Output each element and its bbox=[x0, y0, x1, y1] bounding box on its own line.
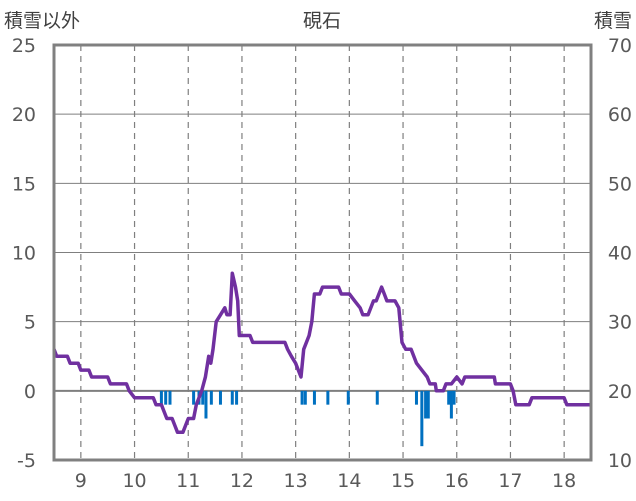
y-right-tick-label: 60 bbox=[608, 104, 632, 126]
y-left-tick-label: 5 bbox=[24, 312, 36, 334]
y-right-tick-label: 30 bbox=[608, 312, 632, 334]
left-axis-label: 積雪以外 bbox=[4, 10, 80, 32]
y-right-tick-label: 70 bbox=[608, 35, 632, 57]
plot-frame bbox=[52, 43, 593, 462]
y-right-tick-label: 20 bbox=[608, 381, 632, 403]
series-line-group bbox=[52, 271, 591, 435]
bar bbox=[218, 390, 222, 405]
x-tick-label: 16 bbox=[445, 470, 469, 492]
tick-labels: -5 0 5 10 15 20 25 10 20 30 40 50 60 70 9 10 11 12 13 14 15 1… bbox=[12, 35, 632, 492]
chart-title: 硯石 bbox=[303, 10, 341, 32]
bar bbox=[204, 390, 208, 419]
x-tick-label: 14 bbox=[337, 470, 361, 492]
x-tick-label: 13 bbox=[284, 470, 308, 492]
bar bbox=[414, 390, 418, 405]
y-right-tick-label: 10 bbox=[608, 450, 632, 472]
bar bbox=[452, 390, 456, 405]
series-line bbox=[52, 271, 591, 435]
y-left-tick-label: 20 bbox=[12, 104, 36, 126]
bar bbox=[201, 390, 205, 405]
y-left-tick-label: -5 bbox=[17, 450, 36, 472]
bar bbox=[159, 390, 163, 405]
bar bbox=[230, 390, 234, 405]
bar bbox=[192, 390, 196, 405]
bar bbox=[300, 390, 304, 405]
right-axis-label: 積雪 bbox=[594, 10, 632, 32]
bar bbox=[447, 390, 451, 405]
x-tick-label: 18 bbox=[552, 470, 576, 492]
bar bbox=[235, 390, 239, 405]
x-tick-label: 15 bbox=[391, 470, 415, 492]
bar bbox=[209, 390, 213, 405]
bar bbox=[449, 390, 453, 419]
bar bbox=[426, 390, 430, 419]
bar bbox=[303, 390, 307, 405]
y-left-tick-label: 10 bbox=[12, 243, 36, 265]
x-tick-label: 9 bbox=[75, 470, 87, 492]
bar bbox=[164, 390, 168, 405]
bar bbox=[312, 390, 316, 405]
grid bbox=[54, 45, 591, 460]
x-tick-label: 12 bbox=[230, 470, 254, 492]
bar bbox=[346, 390, 350, 405]
bar bbox=[424, 390, 428, 419]
bar bbox=[420, 390, 424, 447]
bars bbox=[159, 390, 456, 447]
y-right-tick-label: 50 bbox=[608, 173, 632, 195]
y-left-tick-label: 0 bbox=[24, 381, 36, 403]
y-left-tick-label: 15 bbox=[12, 173, 36, 195]
bar bbox=[326, 390, 330, 405]
x-tick-label: 10 bbox=[122, 470, 146, 492]
x-tick-label: 17 bbox=[498, 470, 522, 492]
x-tick-label: 11 bbox=[176, 470, 200, 492]
y-right-tick-label: 40 bbox=[608, 243, 632, 265]
bar bbox=[375, 390, 379, 405]
y-left-tick-label: 25 bbox=[12, 35, 36, 57]
bar bbox=[168, 390, 172, 405]
